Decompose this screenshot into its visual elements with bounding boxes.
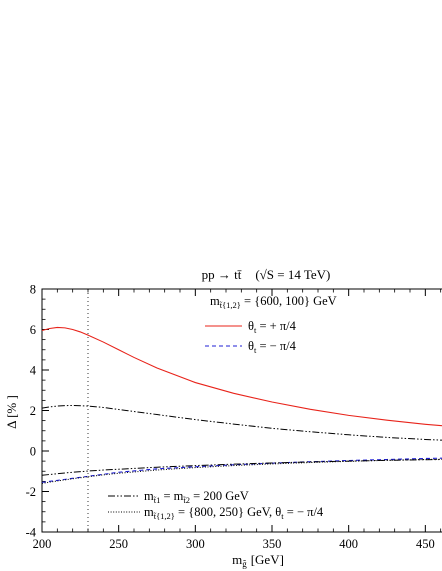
- y-tick-label: -2: [26, 485, 36, 499]
- y-tick-label: 0: [30, 445, 36, 459]
- legend-entry-dashdot: mt̃1 = mt̃2 = 200 GeV: [144, 489, 249, 505]
- x-tick-label: 250: [109, 537, 128, 551]
- legend-entry-minus: θt = − π/4: [248, 339, 297, 355]
- legend-entry-dotted: mt̃{1,2} = {800, 250} GeV, θt = − π/4: [144, 505, 324, 521]
- chart-title-main: pp → tt̄: [202, 267, 242, 282]
- x-axis-label: mg̃ [GeV]: [232, 552, 284, 569]
- y-tick-label: 8: [30, 283, 36, 297]
- legend-top-header: mt̃{1,2} = {600, 100} GeV: [210, 294, 337, 310]
- legend-entry-plus: θt = + π/4: [248, 319, 297, 335]
- series-line-1: [41, 326, 442, 427]
- y-tick-label: -4: [26, 526, 37, 540]
- legend-top: mt̃{1,2} = {600, 100} GeV θt = + π/4 θt …: [205, 294, 337, 355]
- chart-title-sub: (√S = 14 TeV): [255, 267, 330, 282]
- y-tick-label: 4: [30, 364, 37, 378]
- axis-ticks: [41, 288, 442, 533]
- series-line-2: [41, 457, 442, 483]
- x-tick-label: 200: [33, 537, 52, 551]
- x-tick-label: 450: [416, 537, 435, 551]
- series-line-3: [41, 458, 442, 484]
- chart-title: pp → tt̄ (√S = 14 TeV): [202, 267, 331, 282]
- x-tick-label: 300: [186, 537, 205, 551]
- series-line-5: [41, 459, 442, 476]
- x-axis-label-sub: g̃: [242, 559, 247, 569]
- y-axis-label: Δ [% ]: [4, 395, 19, 429]
- x-axis-label-unit: [GeV]: [251, 552, 284, 567]
- chart-series: [41, 326, 442, 484]
- x-axis-label-main: m: [232, 552, 242, 567]
- x-tick-label: 350: [263, 537, 282, 551]
- x-tick-label: 400: [339, 537, 358, 551]
- y-tick-label: 6: [30, 323, 36, 337]
- series-line-4: [41, 404, 442, 441]
- y-tick-label: 2: [30, 404, 36, 418]
- legend-bottom: mt̃1 = mt̃2 = 200 GeV mt̃{1,2} = {800, 2…: [108, 489, 324, 521]
